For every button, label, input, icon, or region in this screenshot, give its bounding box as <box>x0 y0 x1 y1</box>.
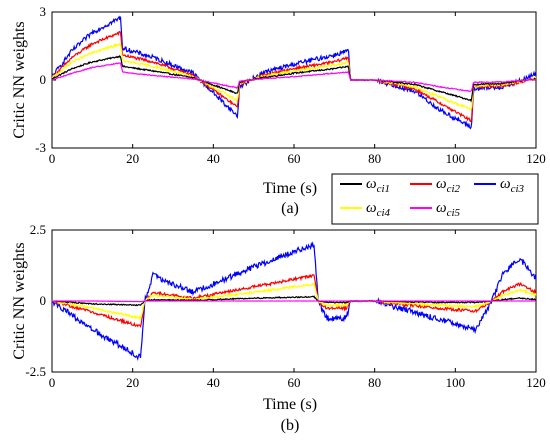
series-line-ci1 <box>51 295 537 307</box>
plot-area-a <box>51 11 537 149</box>
x-tick-label: 60 <box>288 375 301 390</box>
y-tick-label: 0 <box>40 72 47 87</box>
y-tick-label: 3 <box>40 4 47 19</box>
y-tick-label: 2.5 <box>30 222 46 237</box>
legend-label: ωci3 <box>500 176 525 195</box>
caption-b: (b) <box>281 417 300 434</box>
series-line-ci3 <box>51 15 537 130</box>
x-tick-label: 20 <box>126 151 139 166</box>
x-tick-label: 80 <box>368 375 381 390</box>
x-tick-label: 80 <box>368 151 381 166</box>
series-line-ci4 <box>51 42 537 111</box>
caption-a: (a) <box>281 200 299 217</box>
y-tick-label: -3 <box>35 140 46 155</box>
legend-box <box>331 173 539 225</box>
series-line-ci5 <box>51 62 537 92</box>
series-line-ci3 <box>51 241 537 362</box>
x-axis-label-b: Time (s) <box>263 396 317 413</box>
panel-b: 0 20 40 60 80 100 120-2.502.5 Critic NN weight… <box>11 222 546 434</box>
x-axis-label-a: Time (s) <box>263 180 317 197</box>
x-tick-label: 20 <box>126 375 139 390</box>
tick-group-a: 0 20 40 60 80 100 120-303 <box>35 4 546 166</box>
legend-label: ωci5 <box>436 200 461 219</box>
x-tick-label: 120 <box>526 151 546 166</box>
y-tick-label: -2.5 <box>25 364 46 379</box>
legend-label: ωci2 <box>436 176 461 195</box>
x-tick-label: 40 <box>207 151 220 166</box>
series-line-ci5 <box>51 300 537 303</box>
x-tick-label: 120 <box>526 375 546 390</box>
series-group-b <box>51 241 537 362</box>
legend-label: ωci1 <box>366 176 390 195</box>
y-axis-label-b: Critic NN weights <box>11 242 28 359</box>
tick-group-b: 0 20 40 60 80 100 120-2.502.5 <box>25 222 545 390</box>
y-tick-label: 0 <box>40 293 47 308</box>
x-tick-label: 40 <box>207 375 220 390</box>
x-tick-label: 0 <box>49 151 56 166</box>
legend: ωci1 ωci2 ωci3 ωci4 ωci5 <box>331 173 539 225</box>
y-axis-label-a: Critic NN weights <box>11 21 28 138</box>
x-tick-label: 100 <box>446 151 466 166</box>
panel-a: 0 20 40 60 80 100 120-303 Critic NN weights Ti… <box>11 4 546 217</box>
series-line-ci2 <box>51 30 537 123</box>
series-line-ci2 <box>51 274 537 328</box>
series-group-a <box>51 15 537 130</box>
x-tick-label: 60 <box>288 151 301 166</box>
legend-items: ωci1 ωci2 ωci3 ωci4 ωci5 <box>340 176 525 219</box>
legend-label: ωci4 <box>366 200 391 219</box>
x-tick-label: 100 <box>446 375 466 390</box>
series-line-ci1 <box>51 54 537 103</box>
series-line-ci4 <box>51 281 537 321</box>
x-tick-label: 0 <box>49 375 56 390</box>
